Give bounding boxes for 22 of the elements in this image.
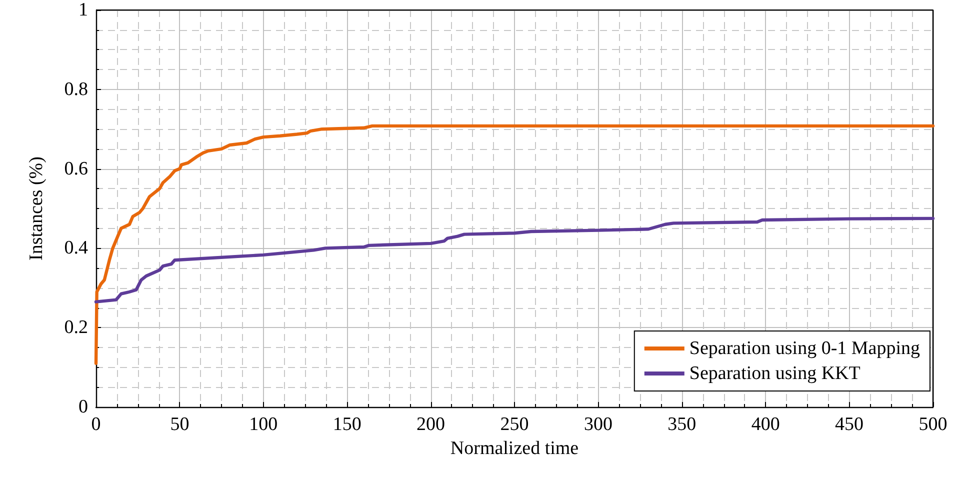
legend-label: Separation using 0-1 Mapping bbox=[689, 338, 920, 359]
x-tick-label: 100 bbox=[249, 414, 278, 435]
line-series bbox=[94, 216, 935, 304]
y-tick-label: 0.6 bbox=[64, 158, 88, 180]
x-tick-label: 200 bbox=[416, 414, 446, 435]
x-tick-label: 150 bbox=[332, 414, 362, 435]
y-tick-label: 0 bbox=[78, 396, 88, 418]
y-tick-label: 0.2 bbox=[64, 317, 88, 338]
x-axis-title: Normalized time bbox=[450, 438, 579, 459]
x-tick-label: 400 bbox=[751, 414, 780, 435]
y-axis-title: Instances (%) bbox=[26, 156, 47, 260]
x-tick-label: 250 bbox=[500, 414, 529, 435]
y-tick-label: 0.8 bbox=[64, 78, 88, 100]
x-tick-label: 500 bbox=[918, 414, 948, 435]
y-tick-label: 0.4 bbox=[64, 238, 88, 259]
x-tick-label: 300 bbox=[584, 414, 612, 435]
x-tick-label: 450 bbox=[835, 414, 864, 435]
x-tick-label: 50 bbox=[170, 414, 190, 435]
line-series bbox=[94, 124, 935, 365]
x-tick-label: 350 bbox=[668, 414, 696, 435]
legend-label: Separation using KKT bbox=[689, 363, 861, 384]
y-tick-label: 1 bbox=[78, 0, 88, 20]
